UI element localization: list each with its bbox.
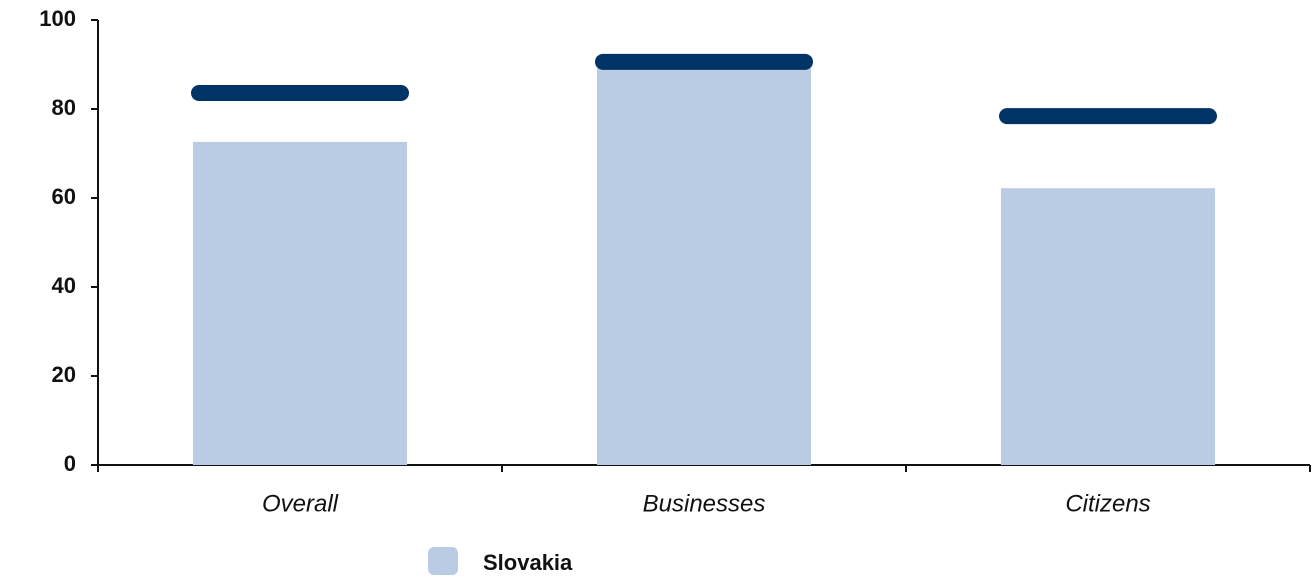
bar <box>596 68 812 465</box>
y-tick-label: 40 <box>52 273 76 298</box>
x-tick-label: Overall <box>262 490 339 517</box>
legend-label: Slovakia <box>483 550 573 575</box>
y-tick-label: 80 <box>52 95 76 120</box>
y-tick-label: 0 <box>64 451 76 476</box>
legend-swatch <box>428 547 458 575</box>
bar <box>1000 188 1216 465</box>
y-tick-label: 100 <box>39 6 76 31</box>
y-tick-label: 20 <box>52 362 76 387</box>
x-tick-label: Citizens <box>1065 490 1150 517</box>
y-tick-label: 60 <box>52 184 76 209</box>
bar <box>192 141 408 465</box>
x-tick-label: Businesses <box>643 490 766 517</box>
